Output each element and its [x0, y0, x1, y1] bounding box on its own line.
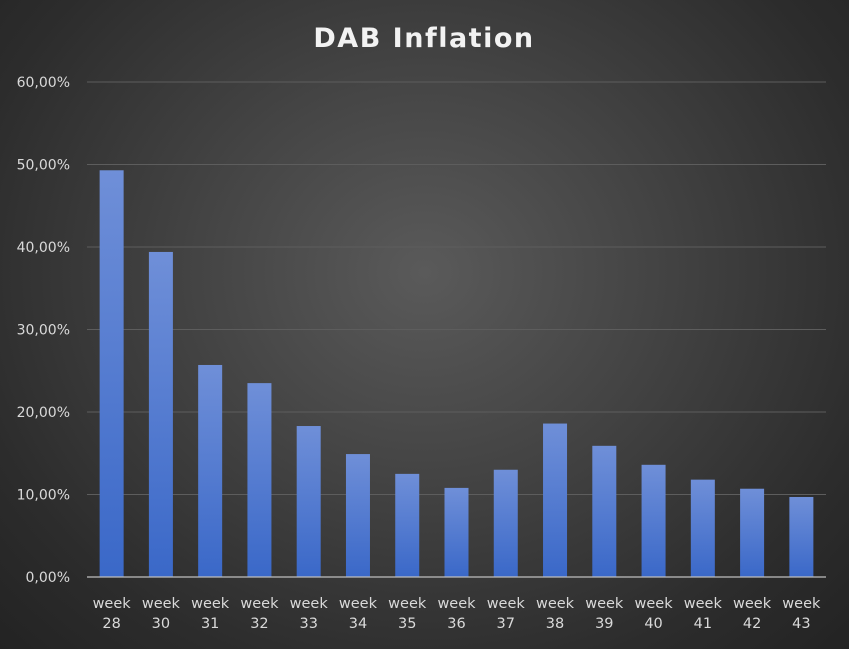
bar — [395, 473, 420, 577]
bar — [690, 479, 715, 577]
bar — [592, 445, 617, 577]
x-tick-label: week 43 — [782, 596, 821, 632]
x-tick-label: week 30 — [142, 596, 181, 632]
y-tick-label: 50,00% — [17, 158, 70, 174]
x-tick-label: week 34 — [339, 596, 378, 632]
bar — [345, 454, 370, 577]
y-axis-tick-labels: 0,00% 10,00% 20,00% 30,00% 40,00% 50,00% 60,00… — [17, 75, 70, 586]
x-tick-label: week 32 — [240, 596, 279, 632]
bar — [740, 488, 765, 577]
x-tick-label: week 41 — [684, 596, 723, 632]
bar — [493, 469, 518, 577]
y-tick-label: 40,00% — [17, 240, 70, 256]
bar — [543, 423, 568, 577]
chart-title: DAB Inflation — [313, 23, 534, 54]
gridlines — [87, 81, 826, 495]
y-tick-label: 60,00% — [17, 75, 70, 91]
x-tick-label: week 31 — [191, 596, 230, 632]
x-tick-label: week 39 — [585, 596, 624, 632]
bar — [198, 364, 223, 577]
y-tick-label: 0,00% — [26, 570, 70, 586]
bars — [99, 170, 814, 577]
x-tick-label: week 28 — [93, 596, 132, 632]
x-tick-label: week 37 — [487, 596, 526, 632]
x-tick-label: week 33 — [290, 596, 329, 632]
bar — [99, 170, 124, 577]
bar — [789, 496, 814, 577]
bar — [148, 251, 173, 577]
x-tick-label: week 40 — [635, 596, 674, 632]
y-tick-label: 30,00% — [17, 323, 70, 339]
x-tick-label: week 42 — [733, 596, 772, 632]
y-tick-label: 10,00% — [17, 488, 70, 504]
x-axis-tick-labels: week 28 week 30 week 31 week 32 week 33 week 34 week… — [93, 596, 821, 632]
y-tick-label: 20,00% — [17, 405, 70, 421]
bar — [641, 464, 666, 577]
bar — [247, 383, 272, 577]
x-tick-label: week 35 — [388, 596, 427, 632]
bar — [296, 426, 321, 577]
x-tick-label: week 38 — [536, 596, 575, 632]
x-tick-label: week 36 — [437, 596, 476, 632]
bar — [444, 487, 469, 577]
